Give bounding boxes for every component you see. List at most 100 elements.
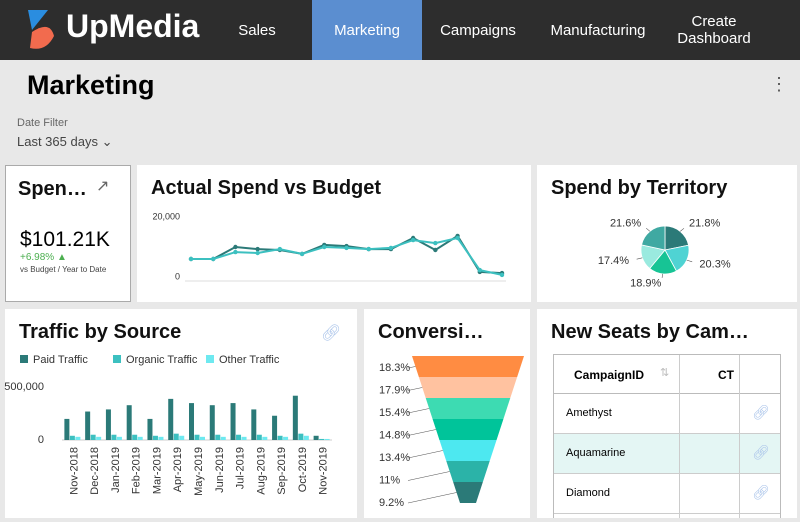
table-row[interactable]: Aquamarine 🔗︎ [554, 434, 780, 474]
bar [96, 436, 102, 440]
bar [64, 418, 70, 440]
bar [241, 436, 247, 440]
nav-item[interactable]: Marketing [312, 0, 422, 60]
x-tick-label: Jul-2019 [235, 447, 247, 489]
leader-line [636, 257, 643, 260]
bar [147, 418, 153, 440]
leader-line [686, 259, 693, 263]
sort-icon[interactable]: ⇅ [660, 367, 670, 379]
link-icon[interactable]: 🔗︎ [752, 444, 770, 460]
bar [168, 398, 174, 440]
x-tick-label: Jun-2019 [214, 447, 226, 493]
table: CampaignID CT ⇅ Amethyst 🔗︎ Aquamarine 🔗︎ Diamo… [553, 354, 781, 518]
y-tick-label: 0 [175, 271, 180, 281]
bar [173, 433, 179, 440]
point [433, 247, 438, 253]
kpi-value: $101.21K [20, 228, 110, 251]
link-icon[interactable]: 🔗︎ [752, 404, 770, 420]
nav-item[interactable]: Sales [238, 21, 276, 39]
filter-text[interactable]: Last 365 days [17, 134, 98, 149]
bar [179, 435, 185, 440]
filter-value[interactable]: Last 365 days ⌄ [17, 134, 113, 149]
nav-item[interactable]: Create Dashboard [677, 13, 751, 47]
column-divider [739, 474, 740, 513]
x-tick-label: Feb-2019 [131, 447, 143, 494]
column-header[interactable]: CampaignID [574, 368, 645, 382]
legend-label: Paid Traffic [33, 354, 88, 366]
menu-icon[interactable]: ⋮ [770, 74, 788, 94]
expand-icon[interactable]: ↗ [96, 178, 110, 195]
cell: Diamond [566, 487, 611, 499]
legend-swatch [206, 355, 214, 363]
card-title: Actual Spend vs Budget [151, 177, 382, 199]
table-row[interactable]: Amethyst 🔗︎ [554, 394, 780, 434]
data-label: 13.4% [379, 452, 410, 464]
kpi-change: +6.98% ▲ [20, 252, 67, 263]
leader-line [407, 429, 437, 436]
point [388, 245, 394, 251]
cell: Aquamarine [566, 447, 626, 459]
pie-slice [664, 225, 689, 251]
data-label: 15.4% [379, 407, 410, 419]
nav-item[interactable]: Manufacturing [550, 21, 646, 39]
bar [85, 411, 91, 440]
funnel-segment [453, 482, 483, 503]
pie-slice [641, 225, 666, 251]
funnel-segment [425, 398, 511, 419]
bar [230, 403, 236, 440]
x-tick-label: Dec-2018 [89, 447, 101, 495]
point [455, 235, 460, 241]
line-card: Actual Spend vs Budget [137, 165, 531, 302]
x-tick-label: Apr-2019 [172, 447, 184, 492]
data-label: 21.8% [689, 218, 720, 230]
link-icon[interactable]: 🔗︎ [752, 484, 770, 500]
x-tick-label: Aug-2019 [255, 447, 267, 495]
point [477, 267, 482, 273]
bar [272, 415, 278, 440]
line-series [191, 234, 503, 275]
card-title: New Seats by Cam… [551, 321, 749, 343]
table-header: CampaignID CT ⇅ [554, 355, 780, 394]
bar [75, 436, 81, 440]
leader-line [407, 450, 443, 459]
logo-icon [28, 10, 54, 49]
legend-swatch [113, 355, 121, 363]
bar [189, 403, 194, 440]
bar [200, 436, 205, 440]
filter-label: Date Filter [17, 117, 68, 129]
bar [277, 435, 283, 440]
bar [236, 434, 242, 440]
leader-line [679, 228, 685, 232]
x-tick-label: Nov-2018 [68, 447, 80, 495]
nav-item[interactable]: Campaigns [440, 21, 516, 39]
point [499, 272, 505, 278]
kpi-card[interactable]: Spen… ↗ $101.21K +6.98% ▲ vs Budget / Ye… [5, 165, 131, 302]
point [233, 249, 238, 255]
leader-line [407, 492, 457, 504]
x-tick-label: Jan-2019 [110, 447, 122, 493]
column-divider [679, 474, 680, 513]
point [299, 251, 305, 257]
point [233, 244, 238, 250]
logo[interactable]: UpMedia [66, 8, 200, 44]
column-header[interactable]: CT [718, 368, 734, 382]
column-divider [679, 394, 680, 433]
leader-line [407, 366, 416, 369]
x-tick-label: Mar-2019 [151, 447, 163, 494]
data-label: 21.6% [610, 217, 641, 229]
point [277, 246, 283, 252]
y-tick-label: 20,000 [152, 211, 180, 221]
kpi-note: vs Budget / Year to Date [20, 265, 107, 274]
funnel-segment [446, 461, 490, 482]
data-label: 11% [379, 474, 400, 486]
bar [262, 436, 268, 440]
bar [303, 435, 309, 440]
bar [105, 409, 111, 440]
x-tick-label: Nov-2019 [318, 447, 330, 495]
leader-line [661, 273, 663, 278]
legend-label: Organic Traffic [126, 354, 198, 366]
bar [137, 436, 143, 440]
link-icon[interactable]: 🔗︎ [321, 325, 342, 342]
table-row[interactable]: Diamond 🔗︎ [554, 474, 780, 514]
